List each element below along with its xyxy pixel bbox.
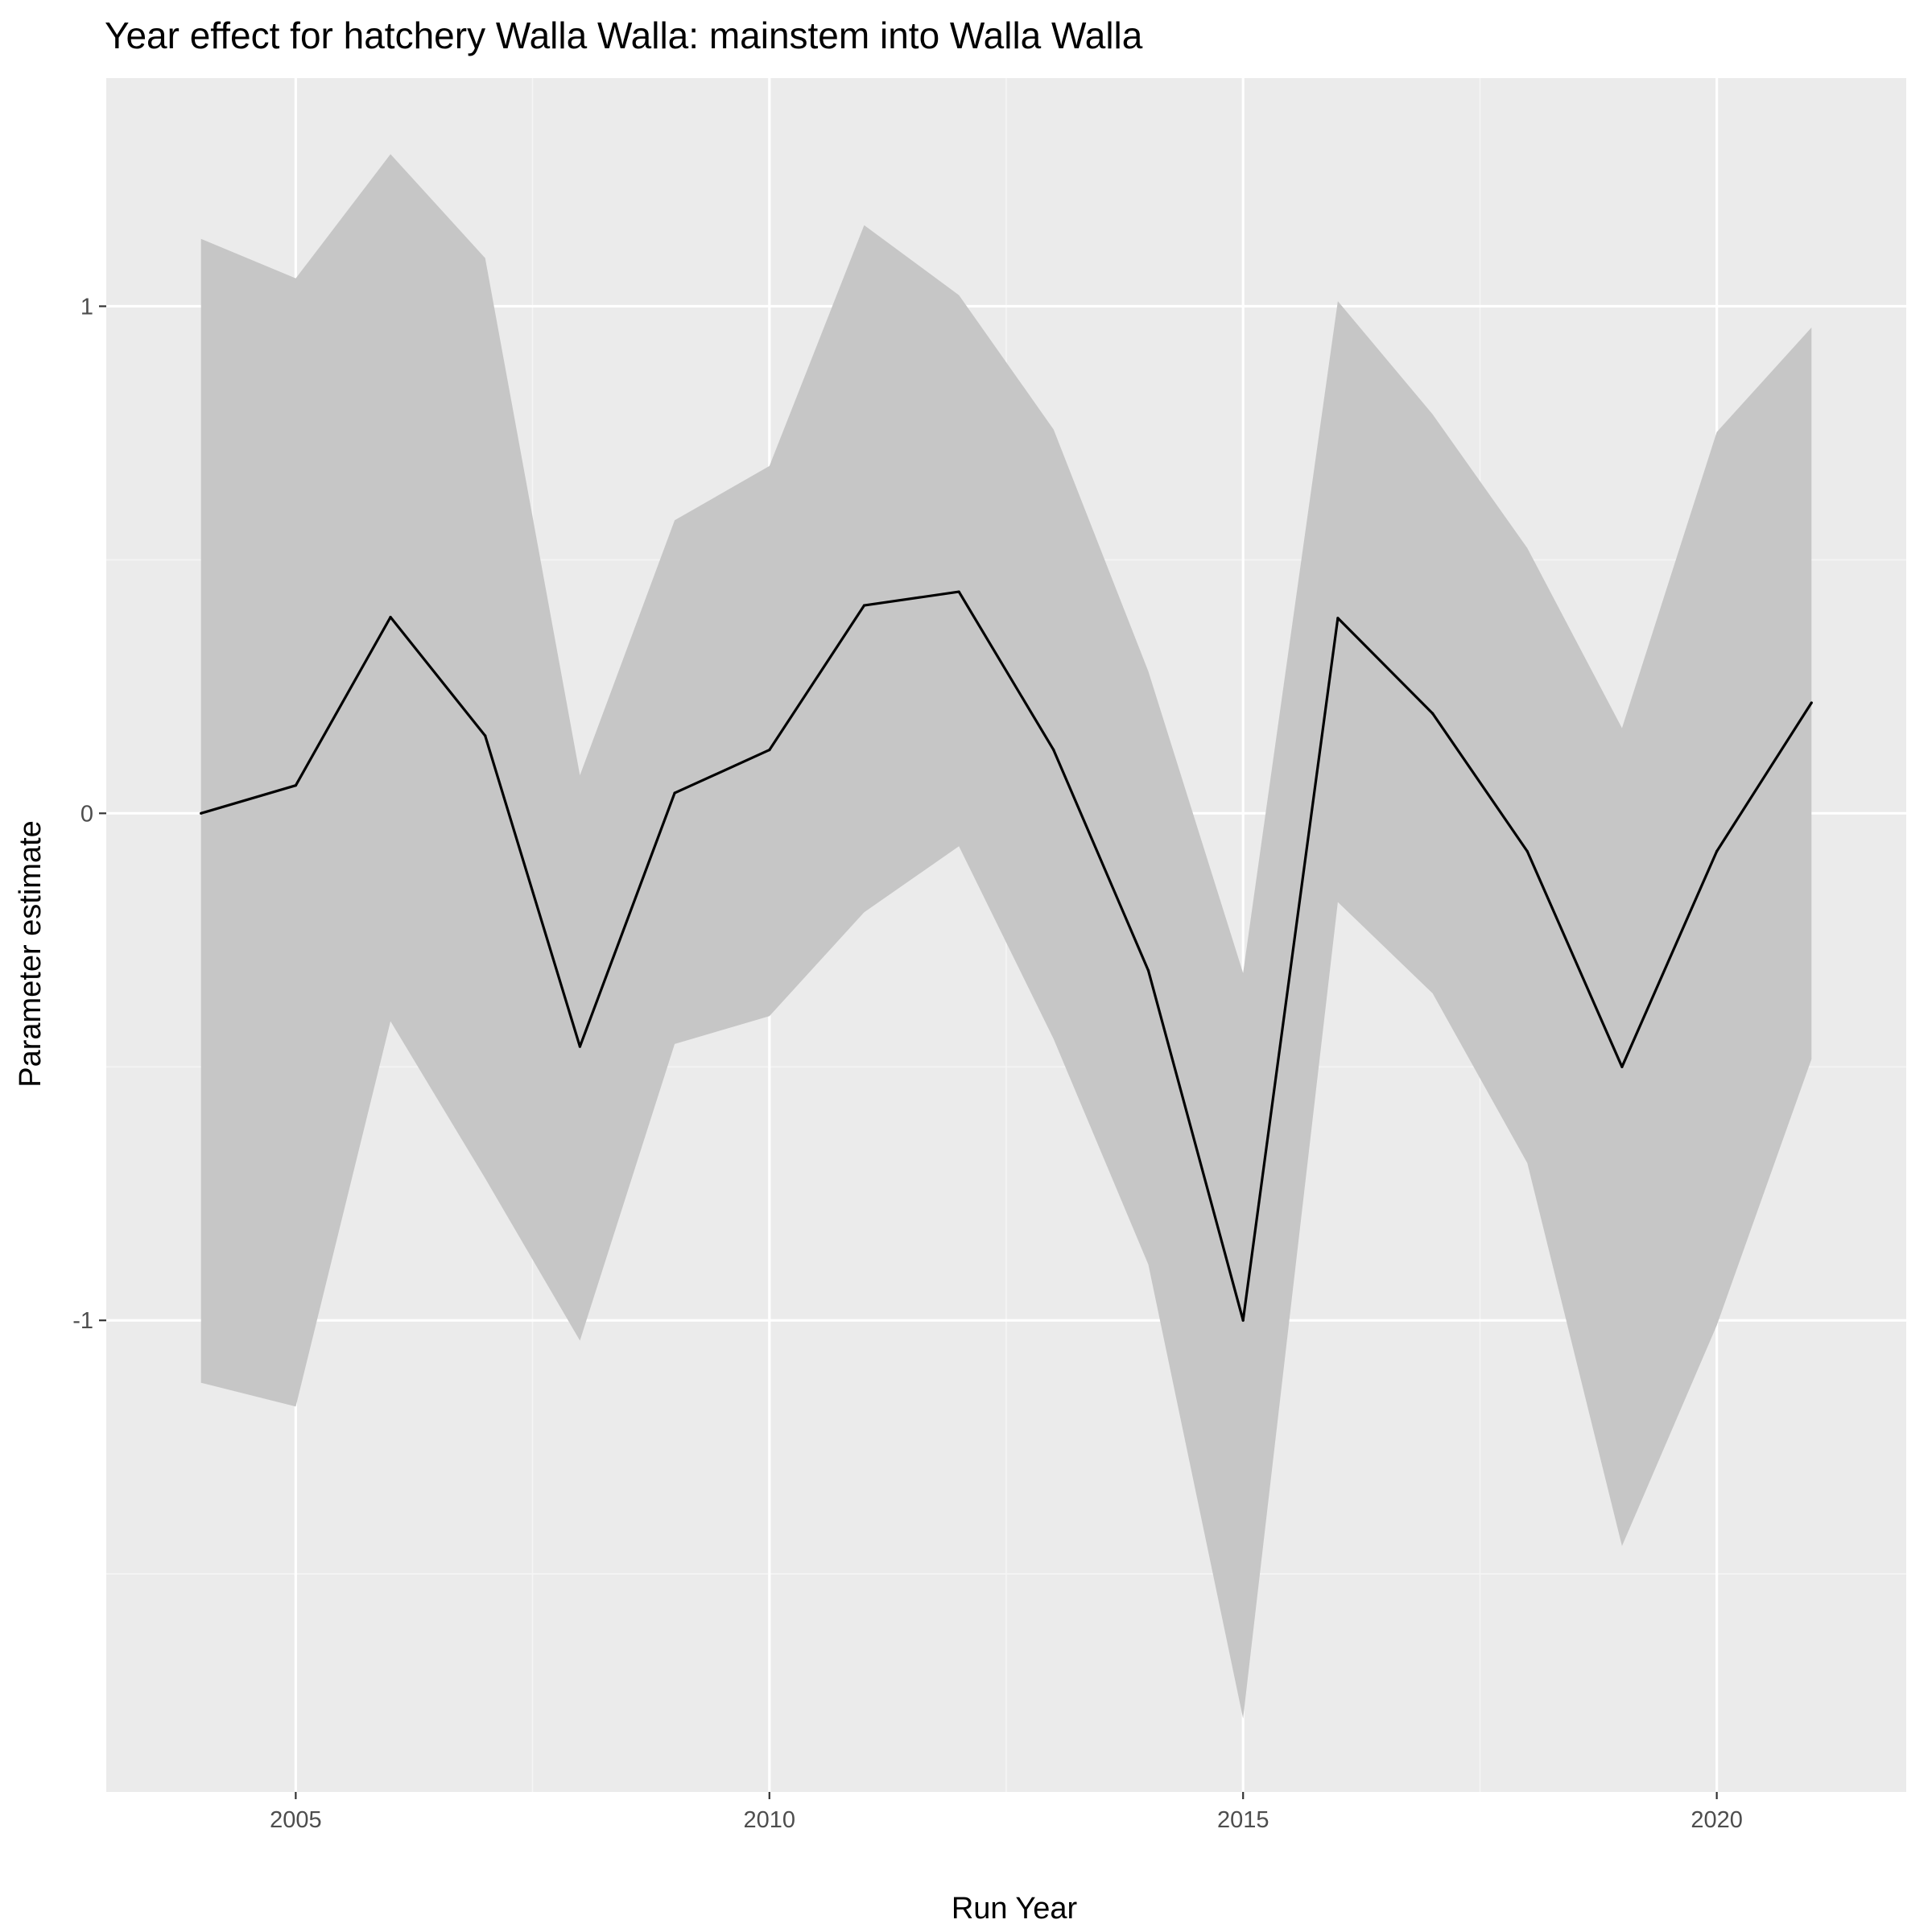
y-axis-title: Parameter estimate — [14, 820, 47, 1088]
x-axis-ticks: 2005 2010 2015 2020 — [270, 1792, 1743, 1833]
estimate-point — [1525, 849, 1529, 853]
estimate-point — [1620, 1065, 1624, 1068]
x-tick-label: 2005 — [270, 1807, 322, 1833]
estimate-point — [294, 784, 297, 787]
estimate-point — [1052, 748, 1055, 752]
ribbon-layer — [200, 154, 1812, 1719]
estimate-point — [862, 604, 866, 607]
estimate-point — [1336, 617, 1340, 620]
estimate-point — [1810, 701, 1813, 704]
estimate-point — [1715, 849, 1719, 853]
y-tick-label: 1 — [80, 294, 93, 320]
estimate-point — [768, 748, 771, 752]
estimate-point — [957, 590, 960, 593]
x-tick-label: 2010 — [744, 1807, 796, 1833]
y-axis-ticks: -1 0 1 — [72, 294, 106, 1334]
line-layer — [200, 590, 1813, 1322]
y-tick-label: 0 — [80, 801, 93, 827]
estimate-point — [1430, 712, 1435, 715]
y-tick-label: -1 — [72, 1308, 93, 1334]
estimate-point — [389, 615, 392, 619]
estimate-point — [578, 1045, 582, 1048]
estimate-point — [484, 734, 487, 737]
x-axis-title: Run Year — [952, 1892, 1078, 1926]
chart-title: Year effect for hatchery Walla Walla: ma… — [105, 14, 1143, 56]
estimate-point — [673, 791, 676, 795]
estimate-line — [200, 590, 1813, 1322]
estimate-point — [1241, 1319, 1245, 1322]
confidence-ribbon — [200, 154, 1812, 1719]
x-tick-label: 2015 — [1217, 1807, 1269, 1833]
x-tick-label: 2020 — [1690, 1807, 1743, 1833]
estimate-point — [200, 811, 203, 815]
estimate-point — [1146, 968, 1150, 972]
